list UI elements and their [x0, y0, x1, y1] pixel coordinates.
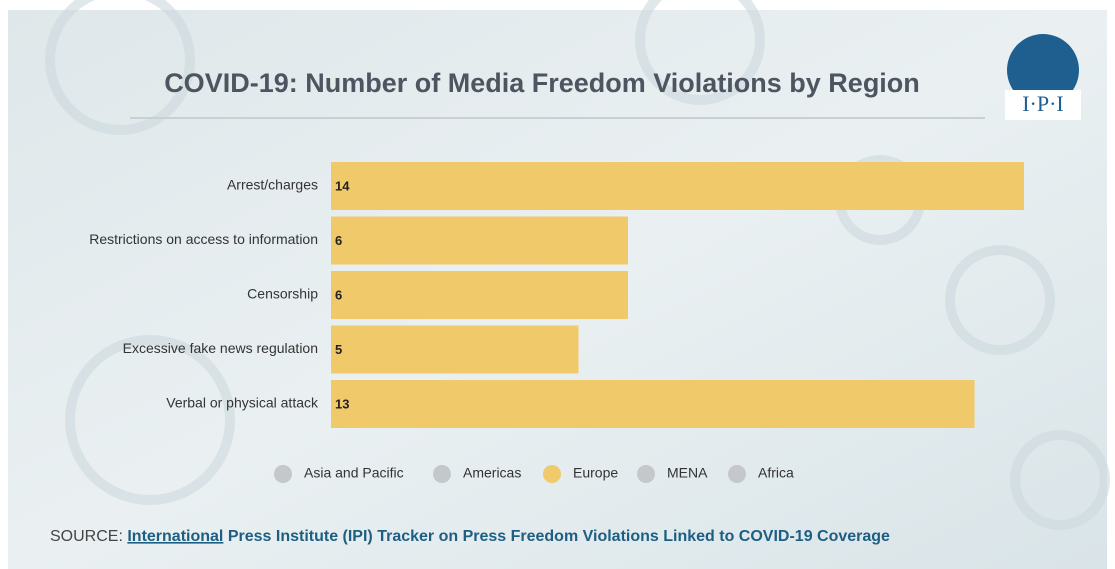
background-decoration [45, 0, 1110, 530]
source-prefix: SOURCE: [50, 528, 123, 545]
value-label: 5 [335, 342, 342, 357]
legend-swatch[interactable] [433, 465, 451, 483]
legend-swatch[interactable] [543, 465, 561, 483]
value-label: 6 [335, 287, 342, 302]
y-tick-label: Arrest/charges [227, 177, 318, 193]
bar [331, 325, 579, 374]
source-link[interactable]: International [127, 528, 223, 545]
legend-swatch[interactable] [728, 465, 746, 483]
logo-plate [1005, 90, 1081, 120]
chart-title: COVID-19: Number of Media Freedom Violat… [164, 68, 920, 98]
legend-label: MENA [667, 465, 708, 481]
legend-label: Americas [463, 465, 521, 481]
logo-text: I·P·I [1022, 91, 1064, 116]
source-line: SOURCE: International Press Institute (I… [50, 528, 890, 545]
y-tick-label: Verbal or physical attack [166, 395, 319, 411]
bar [331, 162, 1024, 210]
legend-label: Asia and Pacific [304, 465, 404, 481]
bar [331, 271, 628, 319]
y-tick-label: Censorship [247, 286, 318, 302]
legend-swatch[interactable] [274, 465, 292, 483]
value-label: 13 [335, 396, 349, 411]
legend-swatch[interactable] [637, 465, 655, 483]
legend-label: Europe [573, 465, 618, 481]
logo-globe [1007, 34, 1079, 106]
y-tick-label: Restrictions on access to information [89, 231, 318, 247]
logo: I·P·I [1005, 34, 1081, 120]
bar [331, 216, 628, 265]
bar [331, 380, 975, 428]
value-label: 14 [335, 178, 350, 193]
y-tick-label: Excessive fake news regulation [123, 340, 318, 356]
legend-label: Africa [758, 465, 794, 481]
value-label: 6 [335, 233, 342, 248]
source-rest: Press Institute (IPI) Tracker on Press F… [228, 528, 890, 545]
